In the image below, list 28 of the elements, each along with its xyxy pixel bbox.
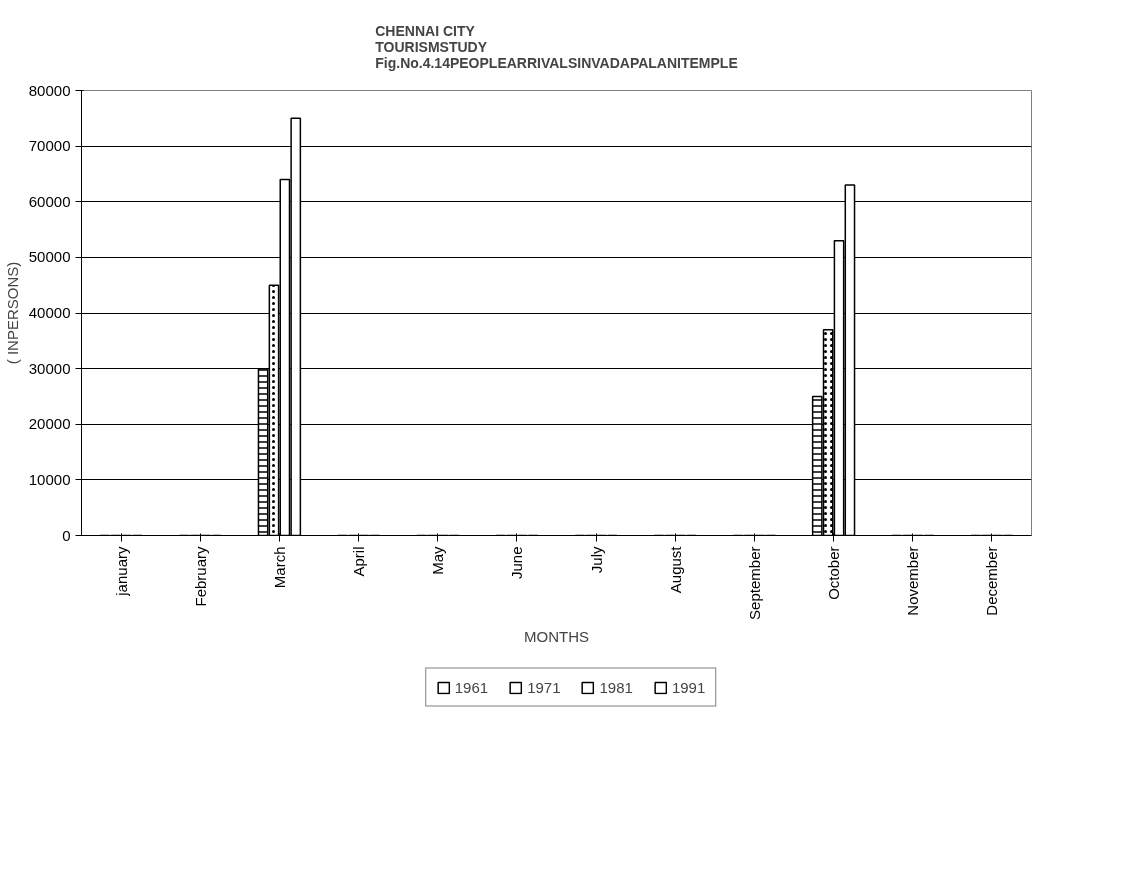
x-tick-label: February bbox=[191, 546, 209, 607]
x-tick-label: April bbox=[350, 546, 368, 577]
x-tick-label: january bbox=[112, 546, 130, 597]
chart-title: CHENNAI CITY TOURISMSTUDY Fig.No.4.14PEOPLEARRIVALSINVADAPALANITEMPLE bbox=[375, 22, 738, 71]
x-tick-label: October bbox=[825, 546, 843, 600]
y-tick-label: 0 bbox=[62, 526, 71, 544]
y-tick-label: 10000 bbox=[28, 470, 71, 488]
y-tick-label: 30000 bbox=[28, 359, 71, 377]
legend-label: 1971 bbox=[527, 678, 561, 696]
y-tick-label: 80000 bbox=[28, 81, 71, 99]
x-axis-title: MONTHS bbox=[524, 627, 589, 645]
legend-label: 1981 bbox=[599, 678, 633, 696]
legend-label: 1991 bbox=[671, 678, 706, 696]
y-tick-label: 60000 bbox=[28, 192, 71, 210]
x-tick-label: December bbox=[983, 546, 1001, 616]
x-tick-label: August bbox=[666, 545, 684, 594]
x-tick-label: March bbox=[270, 546, 288, 589]
y-tick-label: 20000 bbox=[28, 415, 71, 433]
x-tick-label: November bbox=[904, 546, 922, 616]
y-tick-label: 70000 bbox=[28, 137, 71, 155]
x-tick-label: June bbox=[508, 546, 526, 580]
x-tick-label: July bbox=[587, 546, 605, 574]
x-tick-label: September bbox=[745, 546, 763, 620]
x-tick-label: May bbox=[429, 546, 447, 575]
y-tick-label: 50000 bbox=[28, 248, 71, 266]
y-tick-label: 40000 bbox=[28, 304, 71, 321]
legend-label: 1961 bbox=[454, 678, 489, 696]
y-axis-title: ( INPERSONS) bbox=[3, 261, 21, 365]
